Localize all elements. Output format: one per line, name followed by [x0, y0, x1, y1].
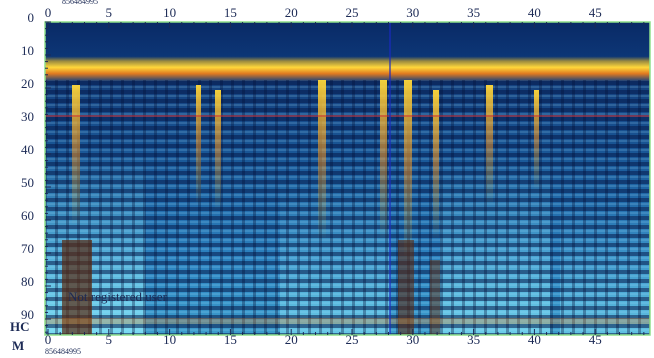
bottom-tick-label: 25 — [346, 332, 359, 347]
bottom-tick-label: 30 — [406, 332, 419, 347]
bottom-tick-label: 5 — [106, 332, 113, 347]
bottom-tick-label: 15 — [224, 332, 237, 347]
top-tick-label: 40 — [528, 5, 541, 20]
radargram-image — [45, 22, 650, 335]
left-tick-label: 30 — [21, 109, 34, 124]
left-tick-label: 20 — [21, 76, 34, 91]
top-tick-label: 20 — [285, 5, 298, 20]
left-tick-label: 50 — [21, 175, 34, 190]
plot-frame — [44, 21, 651, 336]
bottom-tick-label: 35 — [467, 332, 480, 347]
footer-id: 856484995 — [45, 347, 81, 356]
top-tick-label: 15 — [224, 5, 237, 20]
bottom-tick-label: 0 — [45, 332, 52, 347]
watermark: Not registered user — [68, 289, 168, 304]
depth-unit: HC — [10, 319, 30, 334]
top-tick-label: 30 — [406, 5, 419, 20]
bottom-tick-label: 45 — [589, 332, 602, 347]
top-tick-label: 45 — [589, 5, 602, 20]
left-tick-label: 60 — [21, 208, 34, 223]
left-tick-label: 70 — [21, 241, 34, 256]
header-id: 856484995 — [62, 0, 98, 6]
left-tick-label: 80 — [21, 274, 34, 289]
distance-unit: M — [12, 338, 24, 353]
bottom-tick-label: 10 — [163, 332, 176, 347]
left-tick-label: 40 — [21, 142, 34, 157]
top-tick-label: 35 — [467, 5, 480, 20]
top-tick-label: 0 — [45, 5, 52, 20]
top-tick-label: 25 — [346, 5, 359, 20]
left-tick-label: 10 — [21, 43, 34, 58]
bottom-tick-label: 40 — [528, 332, 541, 347]
left-tick-label: 0 — [28, 10, 35, 25]
bottom-tick-label: 20 — [285, 332, 298, 347]
left-tick-label: 90 — [21, 307, 34, 322]
top-tick-label: 10 — [163, 5, 176, 20]
top-tick-label: 5 — [106, 5, 113, 20]
